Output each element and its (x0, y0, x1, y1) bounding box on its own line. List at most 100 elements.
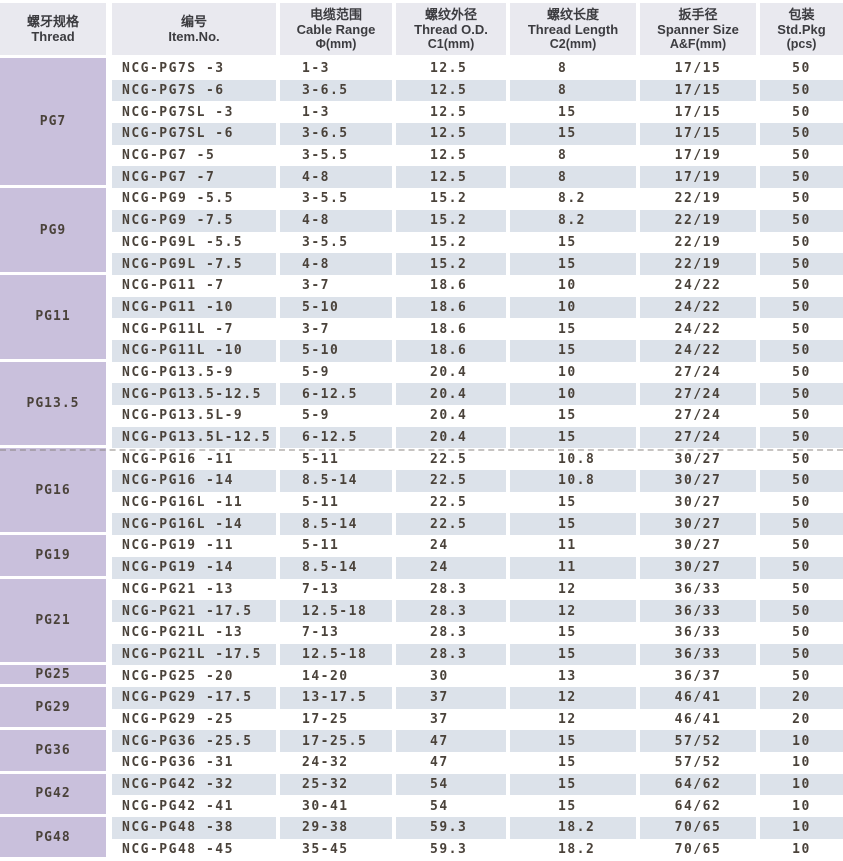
spanner-size-cell: 24/22 (640, 339, 756, 362)
std-pkg-cell: 50 (792, 538, 811, 554)
header-thread-length-zh: 螺纹长度 (546, 6, 599, 22)
thread-length-cell: 15 (510, 513, 636, 536)
header-spanner-size-unit: A&F(mm) (669, 36, 727, 51)
thread-od-cell: 28.3 (430, 581, 468, 597)
thread-length-cell: 15 (558, 321, 577, 337)
cable-range-cell: 5-11 (302, 451, 340, 467)
thread-length-cell: 15 (510, 730, 636, 752)
spanner-size-cell: 36/33 (674, 581, 722, 597)
thread-length-cell: 10 (510, 383, 636, 405)
item-no-cell: NCG-PG9 -7.5 (112, 209, 276, 232)
thread-length-cell: 15 (510, 773, 636, 796)
thread-od-cell: 18.6 (430, 278, 468, 294)
table-header: 螺牙规格 Thread 编号 Item.No. 电缆范围 Cable Range… (0, 3, 843, 55)
cable-range-cell: 3-6.5 (280, 79, 392, 102)
item-no-cell: NCG-PG48 -38 (112, 817, 276, 839)
thread-group-pg21: PG21 (0, 578, 106, 666)
thread-length-cell: 11 (510, 556, 636, 579)
item-no-cell: NCG-PG21 -17.5 (112, 600, 276, 622)
thread-length-cell: 15 (558, 755, 577, 771)
thread-od-cell: 22.5 (396, 513, 506, 536)
thread-od-cell: 22.5 (430, 451, 468, 467)
thread-od-cell: 12.5 (396, 166, 506, 189)
std-pkg-cell: 10 (760, 773, 843, 796)
header-thread: 螺牙规格 Thread (0, 3, 106, 55)
item-no-cell: NCG-PG25 -20 (122, 668, 234, 684)
std-pkg-cell: 50 (792, 451, 811, 467)
std-pkg-cell: 50 (792, 104, 811, 120)
thread-group-pg7: PG7 (0, 58, 106, 189)
thread-group-pg29: PG29 (0, 686, 106, 731)
cable-range-cell: 1-3 (302, 61, 330, 77)
header-spanner-size-zh: 扳手径 (678, 6, 718, 22)
thread-od-cell: 20.4 (430, 364, 468, 380)
thread-od-cell: 15.2 (396, 209, 506, 232)
spanner-size-cell: 22/19 (640, 253, 756, 275)
cable-range-cell: 5-9 (302, 364, 330, 380)
cable-range-cell: 5-10 (280, 296, 392, 319)
thread-od-cell: 12.5 (430, 61, 468, 77)
item-no-cell: NCG-PG16L -14 (112, 513, 276, 536)
thread-group-pg19: PG19 (0, 535, 106, 579)
item-no-cell: NCG-PG11L -10 (112, 339, 276, 362)
cable-range-cell: 12.5-18 (280, 600, 392, 622)
header-spanner-size-en: Spanner Size (657, 21, 739, 37)
header-thread-od: 螺纹外径 Thread O.D. C1(mm) (396, 3, 506, 55)
thread-length-cell: 15 (510, 123, 636, 145)
std-pkg-cell: 50 (760, 253, 843, 275)
std-pkg-cell: 50 (792, 61, 811, 77)
thread-od-cell: 15.2 (396, 253, 506, 275)
spanner-size-cell: 36/33 (640, 643, 756, 666)
cable-range-cell: 5-10 (280, 339, 392, 362)
spanner-size-cell: 30/27 (640, 556, 756, 579)
thread-length-cell: 15 (558, 798, 577, 814)
thread-length-cell: 8 (510, 166, 636, 189)
item-no-cell: NCG-PG7 -7 (112, 166, 276, 189)
thread-od-cell: 20.4 (396, 383, 506, 405)
cable-range-cell: 8.5-14 (280, 556, 392, 579)
cable-range-cell: 3-7 (302, 321, 330, 337)
std-pkg-cell: 50 (792, 581, 811, 597)
thread-od-cell: 28.3 (396, 643, 506, 666)
item-no-cell: NCG-PG21 -13 (122, 581, 234, 597)
cable-range-cell: 3-7 (302, 278, 330, 294)
thread-od-cell: 24 (430, 538, 449, 554)
header-thread-od-unit: C1(mm) (427, 36, 475, 51)
spanner-size-cell: 57/52 (640, 730, 756, 752)
thread-length-cell: 15 (510, 426, 636, 449)
thread-od-cell: 24 (396, 556, 506, 579)
header-thread-en: Thread (31, 29, 75, 44)
spanner-size-cell: 24/22 (674, 278, 722, 294)
thread-group-pg13_5: PG13.5 (0, 361, 106, 449)
thread-group-pg42: PG42 (0, 773, 106, 818)
header-thread-length-en: Thread Length (527, 21, 619, 37)
header-spanner-size: 扳手径 Spanner Size A&F(mm) (640, 3, 756, 55)
thread-length-cell: 8.2 (558, 191, 586, 207)
header-thread-length-unit: C2(mm) (549, 36, 597, 51)
header-item-no-zh: 编号 (180, 14, 207, 29)
thread-length-cell: 15 (558, 104, 577, 120)
thread-length-cell: 15 (510, 253, 636, 275)
item-no-cell: NCG-PG13.5L-12.5 (112, 426, 276, 449)
thread-group-pg9: PG9 (0, 188, 106, 275)
cable-range-cell: 5-9 (302, 408, 330, 424)
header-std-pkg: 包装 Std.Pkg (pcs) (760, 3, 843, 55)
item-no-cell: NCG-PG11L -7 (122, 321, 234, 337)
spanner-size-cell: 24/22 (640, 296, 756, 319)
thread-od-cell: 30 (430, 668, 449, 684)
thread-od-cell: 18.6 (430, 321, 468, 337)
item-no-cell: NCG-PG29 -17.5 (112, 686, 276, 709)
thread-length-cell: 15 (558, 495, 577, 511)
thread-od-cell: 15.2 (430, 191, 468, 207)
cable-range-cell: 29-38 (280, 817, 392, 839)
item-no-cell: NCG-PG19 -11 (122, 538, 234, 554)
cable-range-cell: 4-8 (280, 253, 392, 275)
cable-range-cell: 4-8 (280, 166, 392, 189)
std-pkg-cell: 50 (792, 278, 811, 294)
thread-length-cell: 12 (558, 581, 577, 597)
cable-range-cell: 3-6.5 (280, 123, 392, 145)
table-body: PG7 NCG-PG7S -3 1-3 12.5 8 17/15 50 NCG-PG7S -6… (0, 58, 843, 861)
item-no-cell: NCG-PG21L -13 (122, 625, 244, 641)
std-pkg-cell: 10 (792, 842, 811, 858)
